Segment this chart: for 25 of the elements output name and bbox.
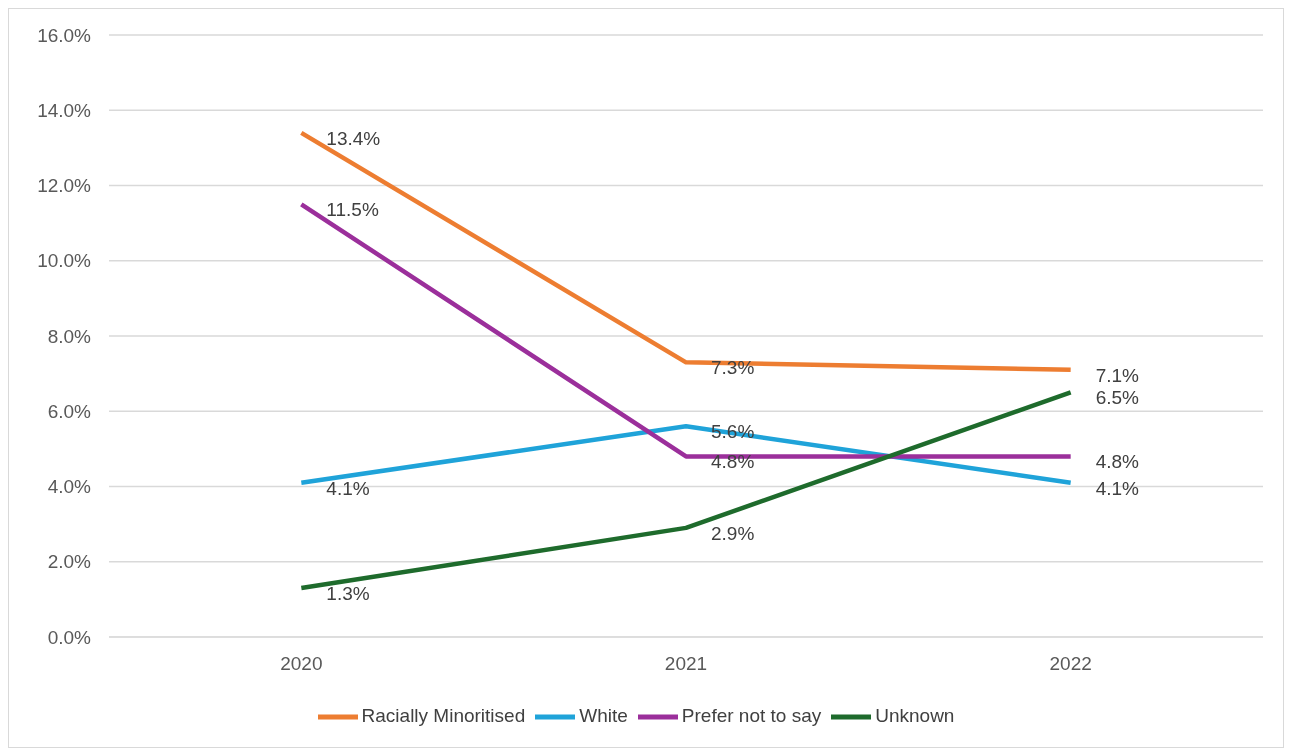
y-tick-label: 14.0%	[37, 100, 92, 121]
data-label: 11.5%	[326, 199, 379, 221]
data-label: 4.1%	[1095, 477, 1140, 499]
y-tick-label: 0.0%	[47, 626, 92, 648]
x-tick-label: 2022	[1049, 653, 1092, 675]
data-label: 6.5%	[1095, 387, 1140, 409]
x-tick-label: 2021	[664, 653, 708, 675]
data-label: 4.1%	[326, 477, 370, 499]
y-tick-label: 8.0%	[47, 325, 92, 347]
y-tick-label: 12.0%	[37, 175, 92, 197]
data-label: 4.8%	[1095, 451, 1140, 473]
data-label: 2.9%	[711, 522, 755, 544]
y-tick-label: 2.0%	[47, 551, 92, 573]
y-tick-label: 16.0%	[37, 24, 92, 46]
data-label: 1.3%	[326, 583, 370, 605]
legend-label: Unknown	[875, 705, 955, 727]
y-tick-label: 4.0%	[47, 476, 92, 498]
data-label: 13.4%	[326, 127, 381, 149]
legend-label: Racially Minoritised	[361, 705, 526, 727]
y-tick-label: 10.0%	[37, 250, 92, 272]
x-tick-label: 2020	[280, 653, 323, 675]
data-label: 7.1%	[1095, 364, 1140, 386]
y-tick-label: 6.0%	[47, 400, 92, 422]
legend-label: White	[579, 705, 628, 727]
legend-label: Prefer not to say	[681, 705, 822, 727]
